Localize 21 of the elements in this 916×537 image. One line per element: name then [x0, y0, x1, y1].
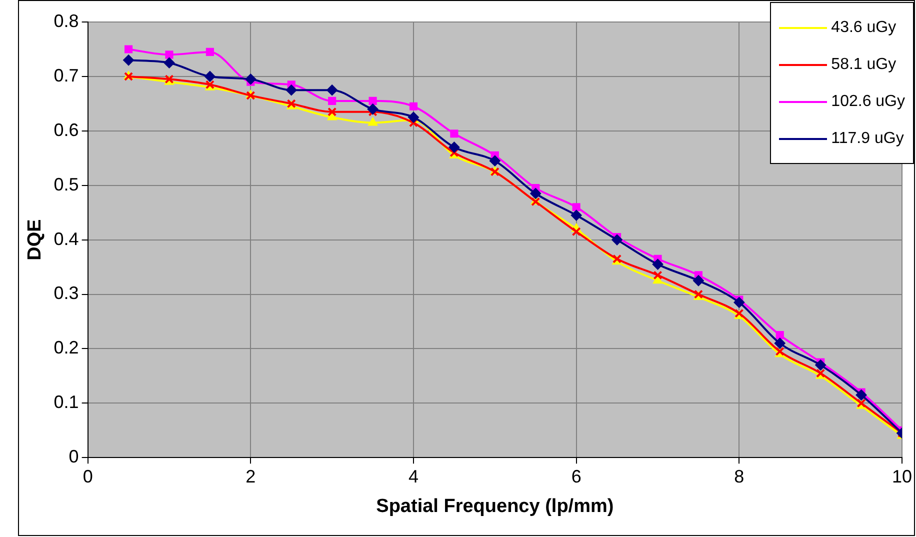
y-tick-label: 0.4	[54, 228, 79, 249]
y-tick-label: 0.7	[54, 65, 79, 86]
x-tick-label: 10	[892, 466, 912, 486]
y-tick-label: 0.2	[54, 338, 79, 358]
y-tick-label: 0.1	[54, 392, 79, 412]
x-tick-label: 2	[246, 466, 256, 486]
y-tick-label: 0.6	[54, 120, 79, 140]
legend-label: 58.1 uGy	[831, 56, 896, 74]
x-axis-title: Spatial Frequency (lp/mm)	[376, 496, 614, 517]
y-tick-label: 0.5	[54, 174, 79, 194]
y-tick-label: 0.3	[54, 283, 79, 304]
x-tick-label: 0	[82, 466, 93, 486]
legend-label: 43.6 uGy	[831, 18, 896, 36]
y-tick-label: 0.8	[54, 10, 79, 31]
x-tick-label: 4	[408, 466, 418, 486]
y-tick-label: 0	[68, 446, 79, 467]
x-tick-label: 6	[571, 466, 582, 486]
legend-label: 117.9 uGy	[831, 130, 904, 148]
x-tick-label: 8	[734, 466, 744, 486]
legend-label: 102.6 uGy	[831, 92, 905, 110]
y-axis-title: DQE	[24, 219, 46, 260]
